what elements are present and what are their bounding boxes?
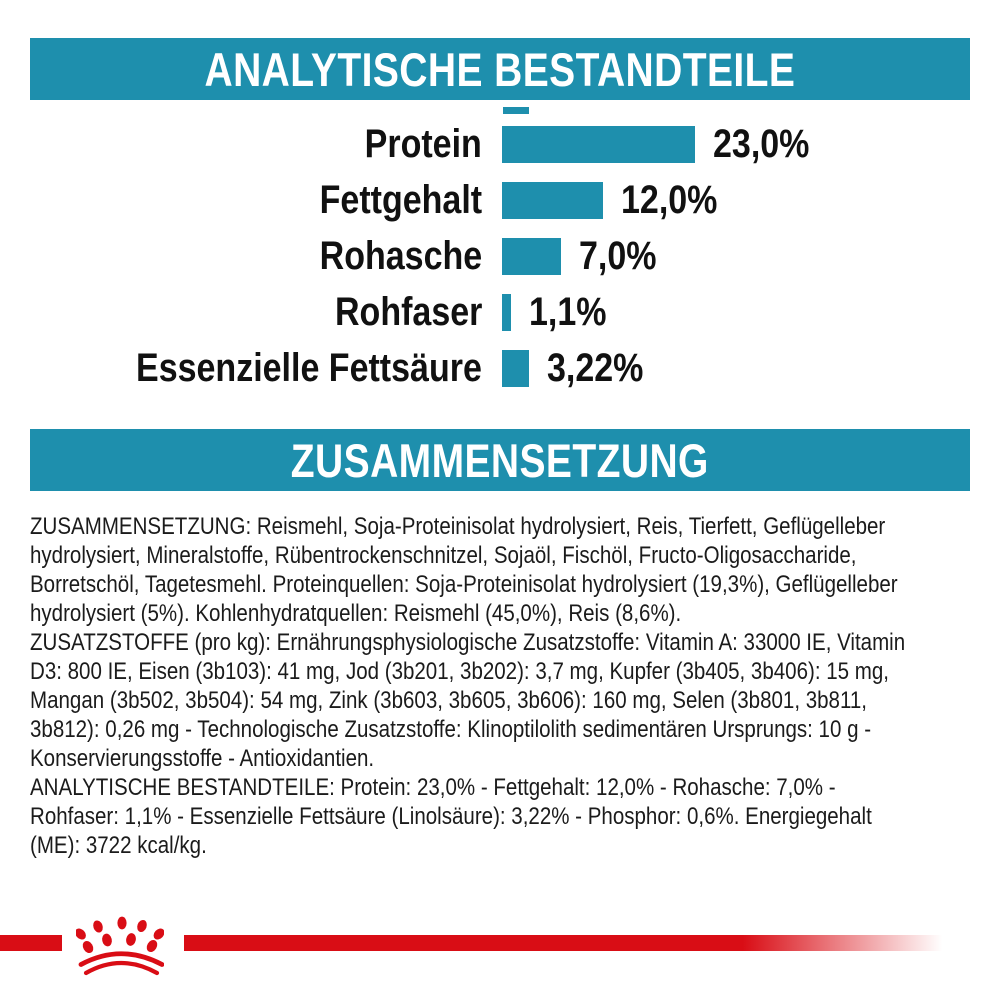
section-header-analytical: ANALYTISCHE BESTANDTEILE <box>30 38 970 100</box>
chart-value: 3,22% <box>547 346 644 390</box>
chart-label: Rohasche <box>319 234 482 278</box>
text-line: hydrolysiert, Mineralstoffe, Rübentrocke… <box>30 542 857 569</box>
section-header-composition: ZUSAMMENSETZUNG <box>30 429 970 491</box>
royal-canin-crown-logo <box>76 916 164 976</box>
chart-row-protein: Protein 23,0% <box>0 122 1000 166</box>
chart-label: Protein <box>364 122 482 166</box>
chart-row-fettgehalt: Fettgehalt 12,0% <box>0 178 1000 222</box>
text-line: 3b812): 0,26 mg - Technologische Zusatzs… <box>30 716 872 743</box>
footer <box>0 890 1000 1000</box>
text-line: (ME): 3722 kcal/kg. <box>30 832 207 859</box>
chart-label: Essenzielle Fettsäure <box>136 346 482 390</box>
chart-row-essenzielle-fettsaeure: Essenzielle Fettsäure 3,22% <box>0 346 1000 390</box>
bar-fettgehalt <box>502 182 603 219</box>
composition-text-block: ZUSAMMENSETZUNG: Reismehl, Soja-Proteini… <box>30 512 971 860</box>
chart-value: 23,0% <box>713 122 810 166</box>
bar-essenzielle-fettsaeure <box>502 350 529 387</box>
chart-value: 12,0% <box>621 178 718 222</box>
cropped-bar-fragment <box>503 107 529 114</box>
text-line: Borretschöl, Tagetesmehl. Proteinquellen… <box>30 571 898 598</box>
bar-rohasche <box>502 238 561 275</box>
text-line: ZUSAMMENSETZUNG: Reismehl, Soja-Proteini… <box>30 513 886 540</box>
nutrient-bar-chart: Protein 23,0% Fettgehalt 12,0% Rohasche … <box>0 0 1000 430</box>
text-line: D3: 800 IE, Eisen (3b103): 41 mg, Jod (3… <box>30 658 889 685</box>
brand-ribbon <box>0 935 952 951</box>
text-line: Rohfaser: 1,1% - Essenzielle Fettsäure (… <box>30 803 872 830</box>
chart-label: Rohfaser <box>334 290 482 334</box>
text-line: ZUSATZSTOFFE (pro kg): Ernährungsphysiol… <box>30 629 906 656</box>
chart-row-rohfaser: Rohfaser 1,1% <box>0 290 1000 334</box>
analytical-section-title: ANALYTISCHE BESTANDTEILE <box>204 42 796 96</box>
text-line: Mangan (3b502, 3b504): 54 mg, Zink (3b60… <box>30 687 867 714</box>
text-line: hydrolysiert (5%). Kohlenhydratquellen: … <box>30 600 682 627</box>
text-line: ANALYTISCHE BESTANDTEILE: Protein: 23,0%… <box>30 774 836 801</box>
bar-rohfaser <box>502 294 511 331</box>
bar-protein <box>502 126 695 163</box>
chart-value: 1,1% <box>529 290 607 334</box>
composition-section-title: ZUSAMMENSETZUNG <box>291 433 709 487</box>
chart-value: 7,0% <box>579 234 657 278</box>
chart-label: Fettgehalt <box>319 178 482 222</box>
text-line: Konservierungsstoffe - Antioxidantien. <box>30 745 375 772</box>
chart-row-rohasche: Rohasche 7,0% <box>0 234 1000 278</box>
